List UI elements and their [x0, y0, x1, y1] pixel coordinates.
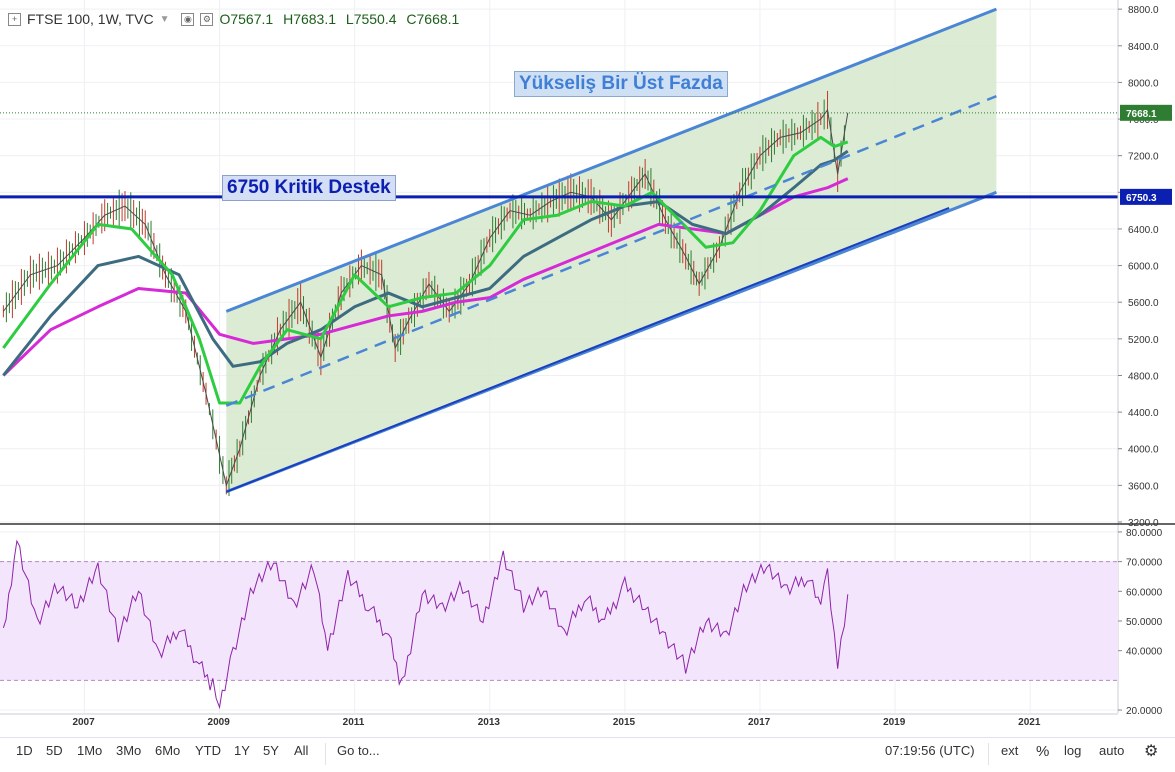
percent-toggle[interactable]: %: [1036, 743, 1050, 760]
high-value: H7683.1: [283, 11, 337, 27]
rsi-tick-label: 40.0000: [1126, 647, 1163, 658]
range-3mo-button[interactable]: 3Mo: [116, 743, 142, 758]
price-tick-label: 6000.0: [1128, 262, 1159, 273]
support-annotation[interactable]: 6750 Kritik Destek: [222, 175, 396, 201]
toolbar-divider: [325, 743, 326, 765]
price-tick-label: 4400.0: [1128, 408, 1159, 419]
range-1d-button[interactable]: 1D: [16, 743, 33, 758]
chevron-down-icon[interactable]: ▼: [159, 13, 170, 25]
collapse-icon[interactable]: +: [8, 12, 21, 26]
range-5y-button[interactable]: 5Y: [263, 743, 279, 758]
price-tick-label: 8000.0: [1128, 78, 1159, 89]
open-value: O7567.1: [219, 11, 274, 27]
ohlc-values: O7567.1 H7683.1 L7550.4 C7668.1: [219, 11, 465, 27]
time-tick-label: 2021: [1018, 717, 1041, 728]
rsi-series: [2, 539, 849, 710]
price-tick-label: 3600.0: [1128, 481, 1159, 492]
last-price-label: 7668.1: [1126, 109, 1157, 120]
price-tick-label: 8400.0: [1128, 42, 1159, 53]
price-tick-label: 5200.0: [1128, 335, 1159, 346]
goto-button[interactable]: Go to...: [337, 743, 380, 758]
rsi-tick-label: 60.0000: [1126, 587, 1163, 598]
symbol-title[interactable]: FTSE 100, 1W, TVC: [27, 11, 154, 27]
price-tick-label: 8800.0: [1128, 5, 1159, 16]
range-5d-button[interactable]: 5D: [46, 743, 63, 758]
low-value: L7550.4: [345, 11, 397, 27]
channel-annotation[interactable]: Yükseliş Bir Üst Fazda: [514, 71, 728, 97]
support-price-label: 6750.3: [1126, 193, 1157, 204]
price-tick-label: 7200.0: [1128, 152, 1159, 163]
clock-display: 07:19:56 (UTC): [885, 743, 975, 758]
time-tick-label: 2011: [343, 717, 365, 728]
close-value: C7668.1: [406, 11, 460, 27]
range-1y-button[interactable]: 1Y: [234, 743, 250, 758]
range-ytd-button[interactable]: YTD: [195, 743, 221, 758]
support-price-tag: [1120, 188, 1172, 205]
time-tick-label: 2009: [208, 717, 231, 728]
price-axis: [1118, 0, 1175, 737]
price-tick-label: 5600.0: [1128, 298, 1159, 309]
price-chart[interactable]: 8800.08400.08000.07600.07200.06800.06400…: [0, 0, 1175, 737]
time-tick-label: 2013: [478, 717, 501, 728]
rsi-tick-label: 20.0000: [1126, 706, 1163, 717]
range-all-button[interactable]: All: [294, 743, 309, 758]
toolbar-divider: [988, 743, 989, 765]
price-tick-label: 4000.0: [1128, 445, 1159, 456]
rsi-tick-label: 50.0000: [1126, 617, 1163, 628]
price-tick-label: 6400.0: [1128, 225, 1159, 236]
last-price-tag: [1120, 104, 1172, 121]
time-tick-label: 2017: [748, 717, 771, 728]
trend-support-line: [225, 206, 950, 493]
rsi-tick-label: 70.0000: [1126, 558, 1163, 569]
time-tick-label: 2007: [72, 717, 95, 728]
ext-toggle[interactable]: ext: [1001, 743, 1019, 758]
range-6mo-button[interactable]: 6Mo: [155, 743, 181, 758]
time-tick-label: 2015: [613, 717, 636, 728]
sma-fast-series: [2, 135, 849, 405]
time-tick-label: 2019: [883, 717, 906, 728]
log-toggle[interactable]: log: [1064, 743, 1082, 758]
channel-mid-line: [225, 94, 997, 407]
price-tick-label: 4800.0: [1128, 371, 1159, 382]
range-1mo-button[interactable]: 1Mo: [77, 743, 103, 758]
settings-icon[interactable]: ⚙: [200, 12, 214, 26]
bottom-toolbar: 1D 5D 1Mo 3Mo 6Mo YTD 1Y 5Y All Go to...…: [0, 737, 1175, 772]
gear-icon[interactable]: ⚙: [1144, 743, 1159, 760]
eye-icon[interactable]: ◉: [181, 12, 195, 26]
channel-upper-line: [225, 7, 997, 313]
rsi-band: [0, 561, 1118, 681]
rsi-tick-label: 80.0000: [1126, 528, 1163, 539]
sma-mid-series: [2, 149, 849, 377]
auto-toggle[interactable]: auto: [1099, 743, 1125, 758]
symbol-legend: + FTSE 100, 1W, TVC ▼ ◉ ⚙ O7567.1 H7683.…: [8, 11, 465, 27]
